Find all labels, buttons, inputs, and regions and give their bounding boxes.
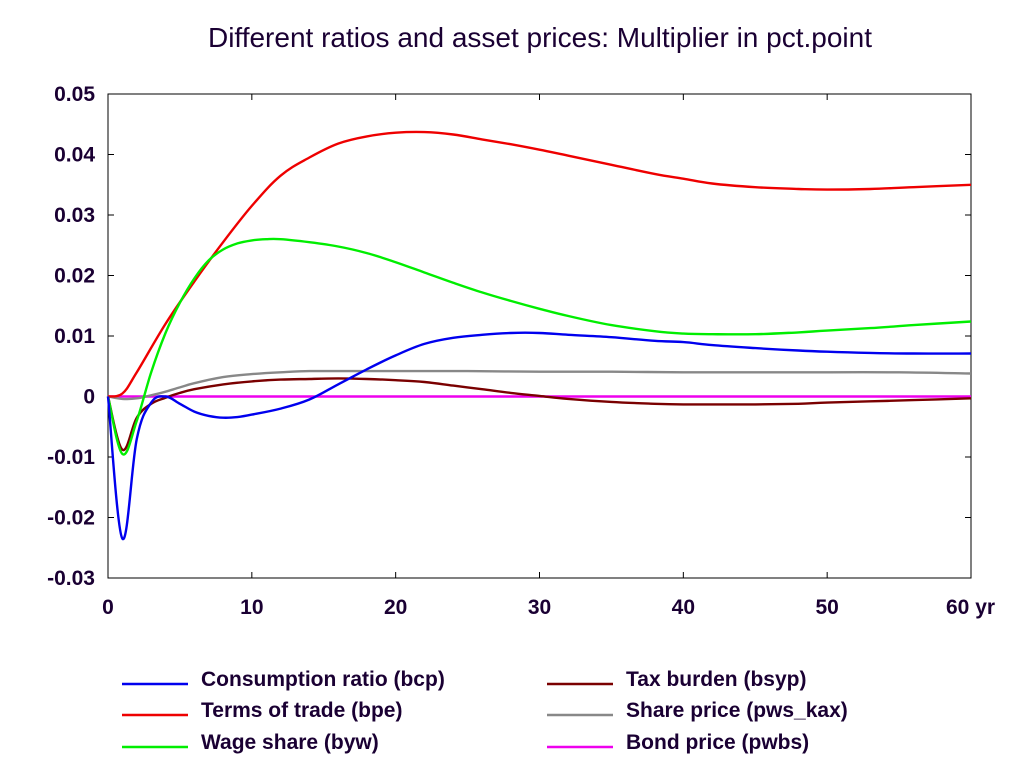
x-tick-label: 50	[815, 596, 838, 619]
legend-label-5: Bond price (pwbs)	[626, 731, 809, 754]
x-tick-label: 40	[672, 596, 695, 619]
series-line-0	[106, 331, 972, 540]
chart-title: Different ratios and asset prices: Multi…	[207, 22, 872, 53]
x-tick-label: 20	[384, 596, 407, 619]
y-tick-label: -0.01	[47, 446, 95, 469]
x-tick-label: 60 yr	[946, 596, 995, 619]
legend-label-1: Terms of trade (bpe)	[201, 699, 402, 722]
y-tick-label: 0.01	[54, 325, 95, 348]
x-tick-label: 10	[240, 596, 263, 619]
legend-label-3: Tax burden (bsyp)	[626, 668, 806, 691]
plot-frame	[107, 93, 972, 579]
x-tick-label: 30	[528, 596, 551, 619]
y-tick-label: 0	[83, 386, 95, 409]
series-line-4	[107, 369, 972, 401]
x-tick-label: 0	[102, 596, 114, 619]
series-line-3	[106, 377, 972, 451]
y-tick-label: 0.04	[54, 144, 95, 167]
x-axis-ticks: 0 10 20 30 40 50 60 yr	[102, 94, 995, 619]
legend-label-2: Wage share (byw)	[201, 731, 379, 754]
y-tick-label: 0.05	[54, 83, 95, 106]
y-axis-ticks: 0.05 0.04 0.03 0.02 0.01 0 -0.01 -0.02 -0.03	[47, 83, 971, 590]
series-line-2	[106, 237, 972, 456]
legend-label-0: Consumption ratio (bcp)	[201, 668, 445, 691]
series-line-1	[107, 130, 972, 398]
legend: Consumption ratio (bcp) Terms of trade (b…	[122, 668, 848, 754]
y-tick-label: 0.03	[54, 204, 95, 227]
legend-label-4: Share price (pws_kax)	[626, 699, 848, 722]
y-tick-label: -0.03	[47, 567, 95, 590]
series-lines	[106, 130, 972, 540]
y-tick-label: 0.02	[54, 265, 95, 288]
y-tick-label: -0.02	[47, 507, 95, 530]
